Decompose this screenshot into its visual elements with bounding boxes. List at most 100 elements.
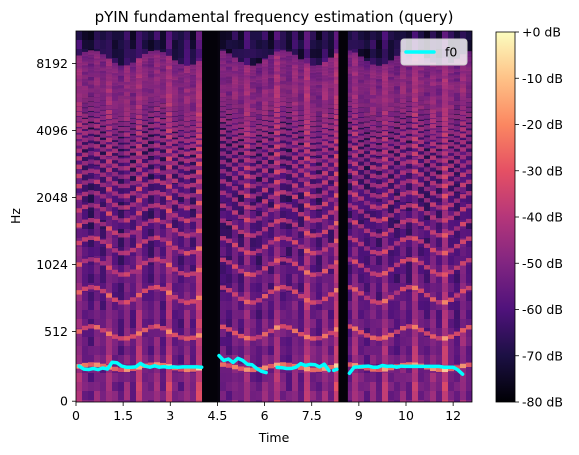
harmonic-band <box>262 105 268 111</box>
spectrogram-cell <box>412 238 418 247</box>
spectrogram-cell <box>118 292 124 301</box>
spectrogram-cell <box>460 175 466 184</box>
harmonic-band <box>196 153 202 159</box>
harmonic-band <box>454 67 460 72</box>
harmonic-band <box>232 364 238 370</box>
harmonic-band <box>82 191 88 197</box>
harmonic-band <box>256 63 262 68</box>
harmonic-band <box>226 99 232 105</box>
spectrogram-cell <box>442 220 448 229</box>
spectrogram-cell <box>100 265 106 274</box>
spectrogram-cell <box>352 319 358 328</box>
harmonic-band <box>328 72 334 78</box>
harmonic-band <box>424 76 430 82</box>
harmonic-band <box>370 335 376 340</box>
harmonic-band <box>310 218 316 223</box>
harmonic-band <box>262 145 268 150</box>
harmonic-band <box>334 132 340 137</box>
harmonic-band <box>160 74 166 79</box>
harmonic-band <box>316 121 322 126</box>
harmonic-band <box>448 124 454 129</box>
spectrogram-cell <box>322 220 328 229</box>
spectrogram-cell <box>418 400 424 402</box>
spectrogram-cell <box>316 319 322 328</box>
spectrogram-cell <box>190 265 196 274</box>
spectrogram-cell <box>400 400 406 402</box>
spectrogram-cell <box>406 274 412 283</box>
spectrogram-cell <box>76 166 82 175</box>
harmonic-band <box>382 298 388 304</box>
harmonic-band <box>382 93 388 99</box>
spectrogram-cell <box>166 229 172 238</box>
spectrogram-cell <box>94 193 100 202</box>
harmonic-band <box>172 228 178 233</box>
spectrogram-cell <box>100 373 106 382</box>
harmonic-band <box>334 260 340 265</box>
harmonic-band <box>388 169 394 174</box>
harmonic-band <box>376 81 382 86</box>
harmonic-band <box>76 74 82 79</box>
spectrogram-cell <box>322 130 328 139</box>
harmonic-band <box>280 129 286 134</box>
spectrogram-cell <box>358 292 364 301</box>
spectrogram-cell <box>88 40 94 49</box>
harmonic-band <box>400 137 406 143</box>
spectrogram-cell <box>364 256 370 265</box>
harmonic-band <box>328 292 334 297</box>
harmonic-band <box>460 127 466 132</box>
spectrogram-cell <box>310 328 316 337</box>
harmonic-band <box>268 289 274 294</box>
harmonic-band <box>154 257 160 262</box>
spectrogram-cell <box>400 355 406 364</box>
spectrogram-cell <box>76 400 82 402</box>
harmonic-band <box>238 64 244 70</box>
spectrogram-cell <box>226 346 232 355</box>
spectrogram-cell <box>292 175 298 184</box>
spectrogram-cell <box>400 373 406 382</box>
harmonic-band <box>142 105 148 110</box>
harmonic-band <box>166 262 172 268</box>
spectrogram-cell <box>130 346 136 355</box>
harmonic-band <box>412 218 418 224</box>
harmonic-band <box>364 76 370 81</box>
spectrogram-cell <box>256 310 262 319</box>
spectrogram-cell <box>406 184 412 193</box>
harmonic-band <box>76 85 82 90</box>
harmonic-band <box>454 167 460 173</box>
spectrogram-cell <box>82 391 88 400</box>
spectrogram-cell <box>250 175 256 184</box>
spectrogram-cell <box>376 328 382 337</box>
spectrogram-cell <box>298 247 304 256</box>
spectrogram-cell <box>406 364 412 373</box>
spectrogram-cell <box>394 274 400 283</box>
harmonic-band <box>430 269 436 274</box>
spectrogram-cell <box>172 274 178 283</box>
spectrogram-cell <box>94 175 100 184</box>
spectrogram-cell <box>106 274 112 283</box>
spectrogram-cell <box>466 184 472 193</box>
harmonic-band <box>160 103 166 108</box>
harmonic-band <box>124 183 130 189</box>
spectrogram-cell <box>226 211 232 220</box>
harmonic-band <box>418 69 424 74</box>
harmonic-band <box>238 296 244 302</box>
spectrogram-cell <box>130 58 136 67</box>
spectrogram-cell <box>256 166 262 175</box>
spectrogram-cell <box>148 193 154 202</box>
harmonic-band <box>154 65 160 71</box>
harmonic-band <box>130 96 136 101</box>
harmonic-band <box>346 106 352 112</box>
harmonic-band <box>394 223 400 228</box>
spectrogram-cell <box>412 274 418 283</box>
spectrogram-cell <box>334 166 340 175</box>
harmonic-band <box>304 66 310 71</box>
harmonic-band <box>196 83 202 88</box>
spectrogram-cell <box>166 265 172 274</box>
harmonic-band <box>400 237 406 242</box>
spectrogram-cell <box>124 112 130 121</box>
harmonic-band <box>94 88 100 94</box>
harmonic-band <box>172 86 178 91</box>
harmonic-band <box>190 79 196 85</box>
harmonic-band <box>328 210 334 215</box>
spectrogram-cell <box>334 337 340 346</box>
